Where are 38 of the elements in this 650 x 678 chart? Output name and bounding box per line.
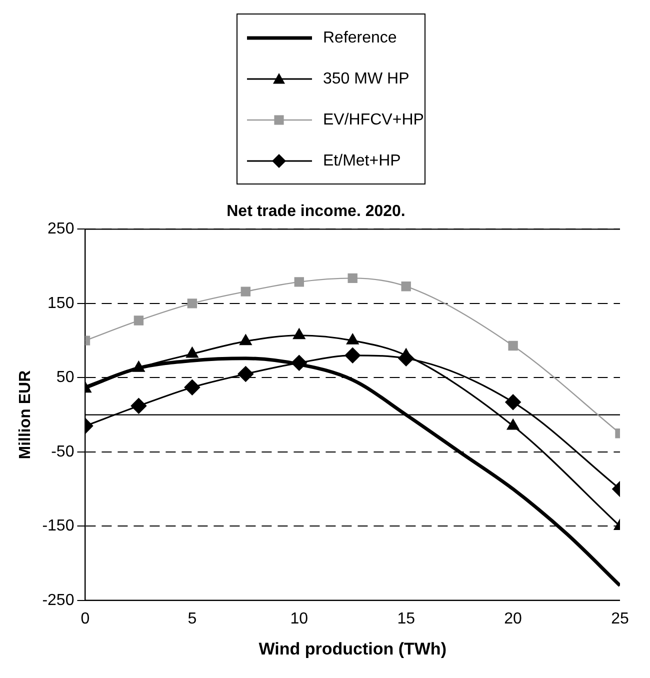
point: [505, 394, 521, 410]
point: [238, 366, 254, 382]
point: [401, 282, 411, 292]
point: [348, 273, 358, 284]
legend-label: EV/HFCV+HP: [323, 111, 424, 128]
point: [293, 328, 306, 340]
point: [344, 348, 360, 364]
x-tick-label: 5: [188, 610, 197, 628]
legend-label: Reference: [323, 29, 397, 46]
point: [184, 380, 200, 396]
x-tick-label: 25: [611, 610, 629, 628]
point: [346, 334, 359, 344]
y-tick-label: 250: [48, 220, 74, 238]
y-tick-label: -250: [42, 592, 74, 609]
y-tick-label: 150: [48, 294, 74, 312]
y-tick-label: -50: [51, 443, 74, 460]
chart-title: Net trade income. 2020.: [226, 203, 406, 220]
point: [130, 398, 146, 414]
point: [398, 350, 414, 366]
point: [508, 340, 518, 351]
legend-label: Et/Met+HP: [323, 152, 401, 170]
y-tick-label: -150: [42, 518, 74, 535]
x-axis-title: Wind production (TWh): [258, 639, 446, 658]
x-tick-label: 20: [504, 610, 522, 628]
x-tick-label: 10: [290, 610, 308, 628]
x-tick-label: 15: [397, 610, 416, 628]
y-axis-title: Million EUR: [17, 370, 34, 460]
point: [291, 355, 307, 371]
point: [187, 298, 198, 308]
point: [507, 419, 520, 430]
point: [186, 347, 198, 358]
legend-label: 350 MW HP: [323, 70, 410, 88]
point: [240, 334, 252, 346]
point: [294, 277, 304, 287]
y-tick-label: 50: [56, 369, 74, 386]
x-tick-label: 0: [80, 610, 90, 628]
point: [134, 316, 144, 326]
point: [240, 286, 250, 296]
